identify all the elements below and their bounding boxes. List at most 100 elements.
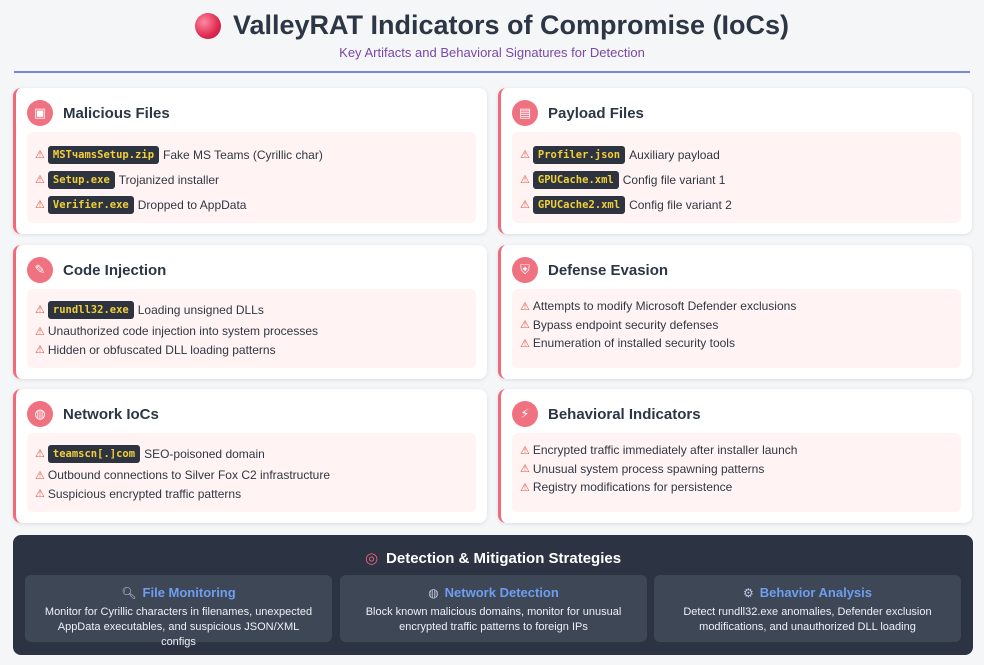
item-text: Suspicious encrypted traffic patterns <box>47 486 242 501</box>
warning-icon: ⚠ <box>520 199 530 211</box>
list-item: ⚠ Profiler.json Auxiliary payload <box>520 142 953 167</box>
strategy-description: Monitor for Cyrillic characters in filen… <box>44 606 313 648</box>
list-item: ⚠ Setup.exe Trojanized installer <box>35 167 468 192</box>
document-icon: ▤ <box>512 100 538 126</box>
list-item: ⚠ GPUCache.xml Config file variant 1 <box>520 167 953 192</box>
strategy-title: Network Detection <box>444 585 559 600</box>
card-title: Network IoCs <box>63 405 159 423</box>
warning-icon: ⚠ <box>35 325 45 338</box>
gear-icon: ⚙ <box>743 585 754 600</box>
item-text: Dropped to AppData <box>137 197 247 212</box>
red-circle-icon <box>194 12 221 39</box>
warning-icon: ⚠ <box>35 344 45 357</box>
strategy-behavior-analysis: ⚙ Behavior Analysis Detect rundll32.exe … <box>654 575 961 642</box>
header-divider <box>14 71 970 73</box>
strategy-title: Behavior Analysis <box>759 585 872 600</box>
card-body: ⚠ Attempts to modify Microsoft Defender e… <box>512 289 961 368</box>
list-item: ⚠ Verifier.exe Dropped to AppData <box>35 192 468 217</box>
card-body: ⚠ Encrypted traffic immediately after ins… <box>512 433 961 512</box>
item-text: Hidden or obfuscated DLL loading pattern… <box>47 342 276 357</box>
code-chip: rundll32.exe <box>47 300 134 319</box>
list-item: ⚠ Bypass endpoint security defenses <box>520 316 953 335</box>
item-text: Encrypted traffic immediately after inst… <box>532 443 798 458</box>
list-item: ⚠ GPUCache2.xml Config file variant 2 <box>520 192 953 217</box>
shield-icon: ⛨ <box>512 257 538 283</box>
card-behavioral-indicators: ⚡ Behavioral Indicators ⚠ Encrypted traff… <box>498 389 972 523</box>
warning-icon: ⚠ <box>520 481 530 494</box>
warning-icon: ⚠ <box>520 319 530 332</box>
card-title: Defense Evasion <box>548 261 669 279</box>
warning-icon: ⚠ <box>520 300 530 313</box>
card-body: ⚠ rundll32.exe Loading unsigned DLLs ⚠ Unau… <box>27 289 476 368</box>
item-text: Config file variant 1 <box>622 172 726 187</box>
strategy-network-detection: ◍ Network Detection Block known maliciou… <box>340 575 647 642</box>
list-item: ⚠ Registry modifications for persistence <box>520 478 953 497</box>
card-code-injection: ✎ Code Injection ⚠ rundll32.exe Loading un… <box>13 245 487 379</box>
page-title: ValleyRAT Indicators of Compromise (IoCs… <box>232 10 790 40</box>
item-text: Registry modifications for persistence <box>532 480 733 495</box>
list-item: ⚠ Outbound connections to Silver Fox C2 i… <box>35 466 468 485</box>
magnifier-icon: 🔍︎ <box>121 585 137 600</box>
card-defense-evasion: ⛨ Defense Evasion ⚠ Attempts to modify Mi… <box>498 245 972 379</box>
code-chip: GPUCache.xml <box>532 170 619 189</box>
code-chip: Setup.exe <box>47 170 115 189</box>
warning-icon: ⚠ <box>35 149 45 161</box>
globe-icon: ◍ <box>428 585 439 600</box>
strategies-title: Detection & Mitigation Strategies <box>386 549 622 567</box>
target-icon: ◎ <box>364 550 379 567</box>
card-body: ⚠ MSTчamsSetup.zip Fake MS Teams (Cyrillic… <box>27 132 476 223</box>
item-text: Attempts to modify Microsoft Defender ex… <box>532 299 797 314</box>
card-title: Behavioral Indicators <box>548 405 701 423</box>
list-item: ⚠ Unusual system process spawning pattern… <box>520 460 953 479</box>
code-chip: MSTчamsSetup.zip <box>47 145 160 164</box>
strategy-description: Detect rundll32.exe anomalies, Defender … <box>683 606 932 633</box>
page-header: ValleyRAT Indicators of Compromise (IoCs… <box>0 0 984 60</box>
list-item: ⚠ MSTчamsSetup.zip Fake MS Teams (Cyrillic… <box>35 142 468 167</box>
warning-icon: ⚠ <box>35 488 45 501</box>
list-item: ⚠ Suspicious encrypted traffic patterns <box>35 485 468 504</box>
code-chip: Profiler.json <box>532 145 626 164</box>
warning-icon: ⚠ <box>35 304 45 316</box>
warning-icon: ⚠ <box>520 463 530 476</box>
code-chip: GPUCache2.xml <box>532 195 626 214</box>
strategy-file-monitoring: 🔍︎ File Monitoring Monitor for Cyrillic … <box>25 575 332 648</box>
list-item: ⚠ Enumeration of installed security tools <box>520 334 953 353</box>
list-item: ⚠ rundll32.exe Loading unsigned DLLs <box>35 297 468 322</box>
item-text: Trojanized installer <box>118 172 220 187</box>
item-text: Fake MS Teams (Cyrillic char) <box>163 147 323 162</box>
item-text: Enumeration of installed security tools <box>532 336 735 351</box>
syringe-icon: ✎ <box>27 257 53 283</box>
item-text: Unusual system process spawning patterns <box>532 461 765 476</box>
page-subtitle: Key Artifacts and Behavioral Signatures … <box>339 45 645 60</box>
item-text: Auxiliary payload <box>629 147 720 162</box>
list-item: ⚠ Unauthorized code injection into system… <box>35 322 468 341</box>
strategies-header: ◎ Detection & Mitigation Strategies <box>13 549 973 568</box>
item-text: Bypass endpoint security defenses <box>532 317 719 332</box>
warning-icon: ⚠ <box>520 174 530 186</box>
strategy-title: File Monitoring <box>142 585 236 600</box>
card-title: Code Injection <box>63 261 167 279</box>
warning-icon: ⚠ <box>520 337 530 350</box>
item-text: Outbound connections to Silver Fox C2 in… <box>47 468 331 483</box>
warning-icon: ⚠ <box>35 469 45 482</box>
warning-icon: ⚠ <box>520 149 530 161</box>
warning-icon: ⚠ <box>520 444 530 457</box>
warning-icon: ⚠ <box>35 199 45 211</box>
card-malicious-files: ▣ Malicious Files ⚠ MSTчamsSetup.zip Fake … <box>13 88 487 234</box>
item-text: Loading unsigned DLLs <box>137 302 264 317</box>
package-icon: ▣ <box>27 100 53 126</box>
card-network-iocs: ◍ Network IoCs ⚠ teamscn[.]com SEO-poisone… <box>13 389 487 523</box>
item-text: Unauthorized code injection into system … <box>47 324 319 339</box>
list-item: ⚠ teamscn[.]com SEO-poisoned domain <box>35 441 468 466</box>
globe-icon: ◍ <box>27 401 53 427</box>
warning-icon: ⚠ <box>35 174 45 186</box>
list-item: ⚠ Attempts to modify Microsoft Defender e… <box>520 297 953 316</box>
lightning-icon: ⚡ <box>512 401 538 427</box>
title-row: ValleyRAT Indicators of Compromise (IoCs… <box>0 10 984 41</box>
card-body: ⚠ teamscn[.]com SEO-poisoned domain ⚠ Outbo… <box>27 433 476 512</box>
strategies-panel: ◎ Detection & Mitigation Strategies 🔍︎ F… <box>13 535 973 655</box>
list-item: ⚠ Hidden or obfuscated DLL loading patter… <box>35 341 468 360</box>
warning-icon: ⚠ <box>35 448 45 460</box>
card-payload-files: ▤ Payload Files ⚠ Profiler.json Auxiliary … <box>498 88 972 234</box>
card-title: Payload Files <box>548 104 644 122</box>
